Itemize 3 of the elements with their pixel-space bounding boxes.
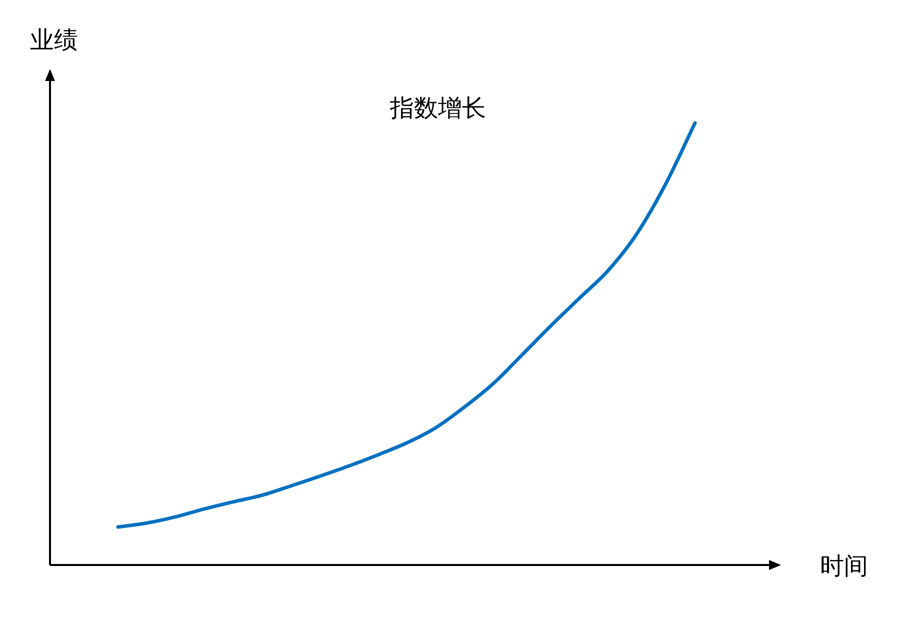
x-axis-title: 时间: [820, 551, 868, 582]
y-axis-title: 业绩: [30, 25, 78, 56]
chart-title: 指数增长: [390, 93, 486, 124]
